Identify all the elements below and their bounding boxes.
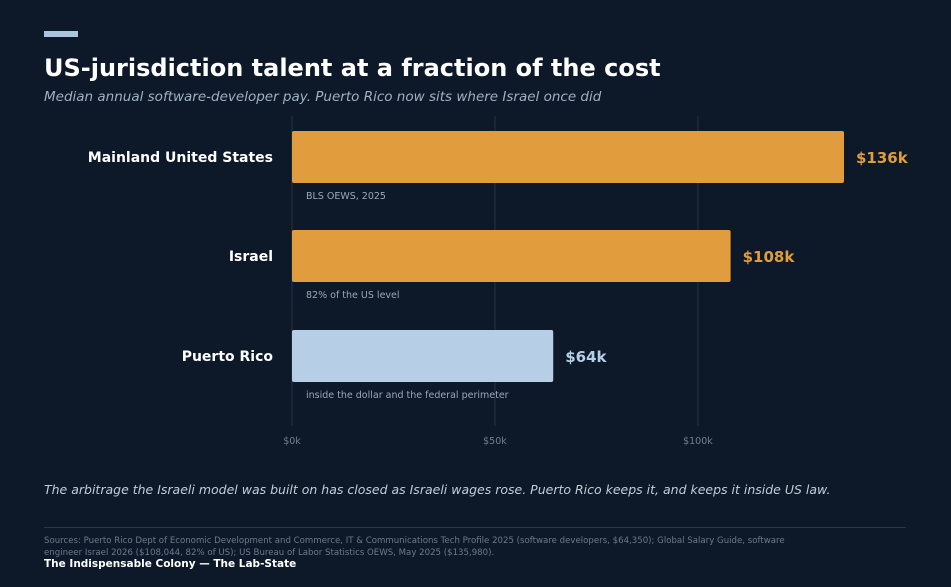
category-label: Israel	[229, 249, 273, 265]
sources-text: Sources: Puerto Rico Dept of Economic De…	[44, 536, 785, 558]
bar	[292, 131, 844, 183]
x-tick-label: $50k	[483, 436, 507, 447]
x-tick-label: $100k	[683, 436, 713, 447]
bars: Mainland United States $136k BLS OEWS, 202…	[88, 131, 909, 401]
divider	[44, 527, 906, 528]
accent-bar	[44, 31, 78, 37]
bar	[292, 230, 731, 282]
bar-note: BLS OEWS, 2025	[306, 191, 386, 202]
category-label: Mainland United States	[88, 150, 273, 166]
category-label: Puerto Rico	[182, 349, 274, 365]
value-label: $64k	[565, 348, 607, 366]
takeaway-text: The arbitrage the Israeli model was buil…	[44, 482, 831, 497]
bar-note: 82% of the US level	[306, 290, 400, 301]
bar	[292, 330, 554, 382]
value-label: $136k	[856, 149, 909, 167]
footer-credit: The Indispensable Colony — The Lab-State	[44, 558, 297, 570]
bar-chart: Mainland United States $136k BLS OEWS, 202…	[88, 116, 909, 447]
bar-note: inside the dollar and the federal perime…	[306, 390, 509, 401]
value-label: $108k	[743, 248, 796, 266]
x-tick-label: $0k	[283, 436, 301, 447]
chart-subtitle: Median annual software-developer pay. Pu…	[44, 89, 602, 105]
chart-title: US-jurisdiction talent at a fraction of …	[44, 54, 661, 82]
x-axis-ticks: $0k $50k $100k	[283, 436, 713, 447]
